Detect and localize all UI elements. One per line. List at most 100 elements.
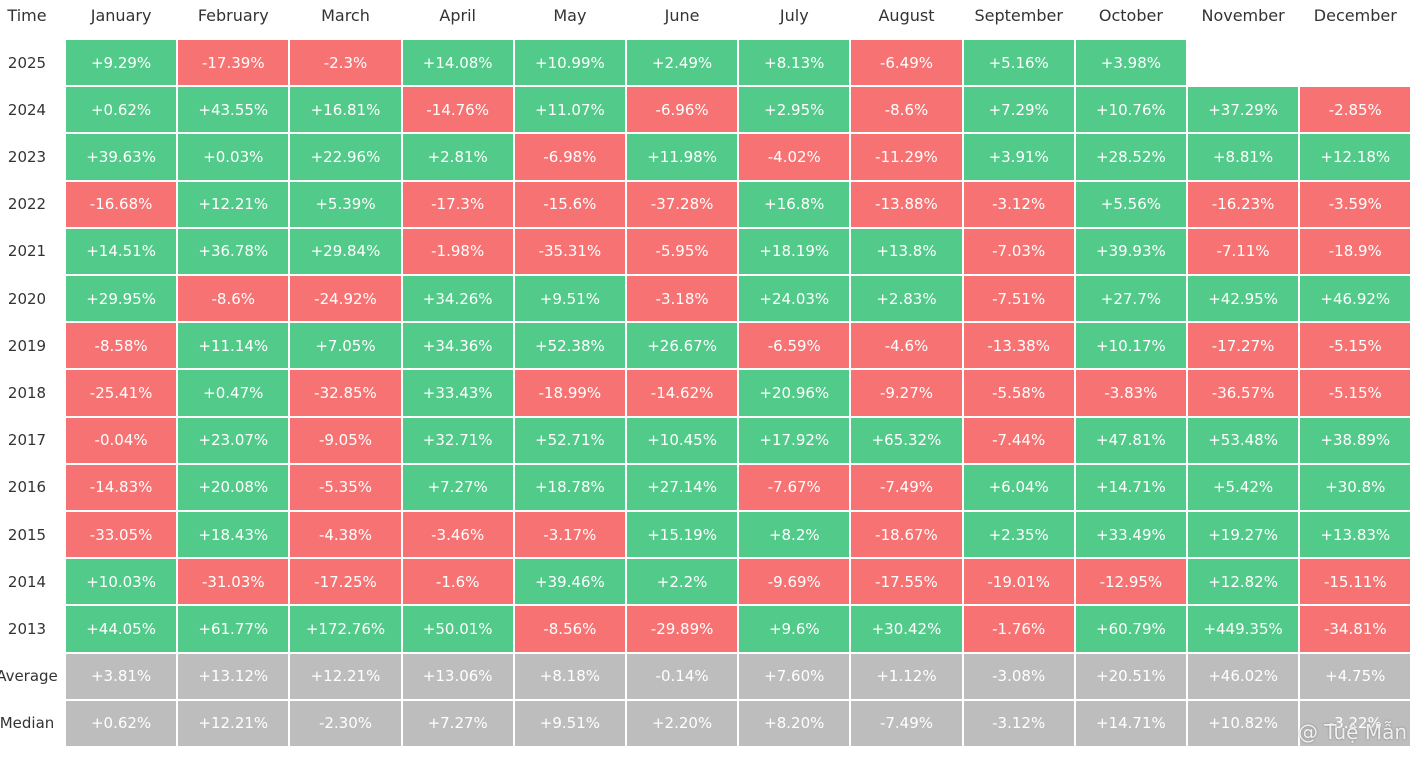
row-label: 2016: [7, 478, 47, 497]
table-cell: +5.56%: [1075, 181, 1186, 227]
table-cell: +28.52%: [1075, 134, 1186, 180]
table-cell: -5.35%: [290, 464, 401, 510]
table-cell: -2.30%: [290, 700, 401, 746]
table-cell: +7.60%: [739, 653, 850, 699]
table-cell: -3.83%: [1075, 370, 1186, 416]
table-cell: +0.03%: [178, 134, 289, 180]
table-cell: -13.88%: [851, 181, 962, 227]
table-cell: +16.8%: [739, 181, 850, 227]
table-cell: -18.99%: [514, 370, 625, 416]
table-cell: +3.98%: [1075, 40, 1186, 86]
table-cell: -16.23%: [1188, 181, 1299, 227]
table-cell: -7.44%: [963, 417, 1074, 463]
table-cell: -0.04%: [66, 417, 177, 463]
table-cell: +0.62%: [66, 700, 177, 746]
table-cell: -3.12%: [963, 181, 1074, 227]
table-cell: +8.13%: [739, 40, 850, 86]
table-cell: +61.77%: [178, 606, 289, 652]
table-cell: +52.38%: [514, 323, 625, 369]
table-cell: +9.51%: [514, 700, 625, 746]
table-cell: -14.76%: [402, 87, 513, 133]
header-label: April: [439, 5, 476, 25]
table-cell: -14.83%: [66, 464, 177, 510]
table-cell: +18.43%: [178, 512, 289, 558]
header-label: June: [664, 5, 700, 25]
table-cell: +38.89%: [1300, 417, 1411, 463]
table-cell: -32.85%: [290, 370, 401, 416]
table-cell: -7.67%: [739, 464, 850, 510]
table-cell: -7.51%: [963, 276, 1074, 322]
table-cell: +2.20%: [627, 700, 738, 746]
table-cell: +9.6%: [739, 606, 850, 652]
row-label: 2024: [7, 100, 47, 119]
table-cell: +12.21%: [178, 181, 289, 227]
table-cell: +29.84%: [290, 228, 401, 274]
table-cell: +2.2%: [627, 559, 738, 605]
table-cell: +8.2%: [739, 512, 850, 558]
table-cell: +14.51%: [66, 228, 177, 274]
table-cell: +24.03%: [739, 276, 850, 322]
table-cell: +8.20%: [739, 700, 850, 746]
table-cell: -2.3%: [290, 40, 401, 86]
table-cell: -24.92%: [290, 276, 401, 322]
row-label: 2019: [7, 336, 47, 355]
table-cell: +34.36%: [402, 323, 513, 369]
table-cell: +17.92%: [739, 417, 850, 463]
table-cell: +19.27%: [1188, 512, 1299, 558]
table-cell: +10.17%: [1075, 323, 1186, 369]
header-label: September: [974, 5, 1063, 25]
table-cell: -7.03%: [963, 228, 1074, 274]
table-cell: +29.95%: [66, 276, 177, 322]
table-cell: -3.17%: [514, 512, 625, 558]
table-cell: +14.71%: [1075, 700, 1186, 746]
table-cell: -7.49%: [851, 700, 962, 746]
table-cell: +6.04%: [963, 464, 1074, 510]
table-cell: +3.81%: [66, 653, 177, 699]
table-cell: +53.48%: [1188, 417, 1299, 463]
table-cell: +30.8%: [1300, 464, 1411, 510]
table-cell: +2.35%: [963, 512, 1074, 558]
table-cell: +39.93%: [1075, 228, 1186, 274]
table-cell: -5.15%: [1300, 323, 1411, 369]
table-cell: -8.6%: [178, 276, 289, 322]
table-cell: -17.3%: [402, 181, 513, 227]
table-cell: -5.95%: [627, 228, 738, 274]
table-cell: +3.91%: [963, 134, 1074, 180]
table-cell: +13.12%: [178, 653, 289, 699]
table-cell: +60.79%: [1075, 606, 1186, 652]
row-label: Median: [0, 714, 55, 733]
table-cell: -3.18%: [627, 276, 738, 322]
table-cell: +22.96%: [290, 134, 401, 180]
table-cell: +5.16%: [963, 40, 1074, 86]
table-cell: +13.06%: [402, 653, 513, 699]
table-cell: +8.18%: [514, 653, 625, 699]
table-cell: +20.08%: [178, 464, 289, 510]
table-cell: -19.01%: [963, 559, 1074, 605]
table-cell: +32.71%: [402, 417, 513, 463]
table-cell: +14.71%: [1075, 464, 1186, 510]
row-label: 2018: [7, 383, 47, 402]
row-label: 2014: [7, 572, 47, 591]
table-cell: +7.27%: [402, 464, 513, 510]
table-cell: +26.67%: [627, 323, 738, 369]
table-cell: -17.39%: [178, 40, 289, 86]
table-cell: +65.32%: [851, 417, 962, 463]
header-label: August: [878, 5, 935, 25]
header-label: May: [553, 5, 587, 25]
header-label: October: [1098, 5, 1163, 25]
row-label: 2021: [7, 242, 47, 261]
table-cell: -17.55%: [851, 559, 962, 605]
table-cell: +10.03%: [66, 559, 177, 605]
table-cell: -37.28%: [627, 181, 738, 227]
table-cell: +23.07%: [178, 417, 289, 463]
row-label: 2015: [7, 525, 47, 544]
header-label: March: [321, 5, 370, 25]
table-cell: +1.12%: [851, 653, 962, 699]
table-cell: +11.98%: [627, 134, 738, 180]
table-cell: +13.8%: [851, 228, 962, 274]
table-cell: +37.29%: [1188, 87, 1299, 133]
header-label: Time: [7, 5, 47, 25]
table-cell: +47.81%: [1075, 417, 1186, 463]
table-cell: +9.51%: [514, 276, 625, 322]
